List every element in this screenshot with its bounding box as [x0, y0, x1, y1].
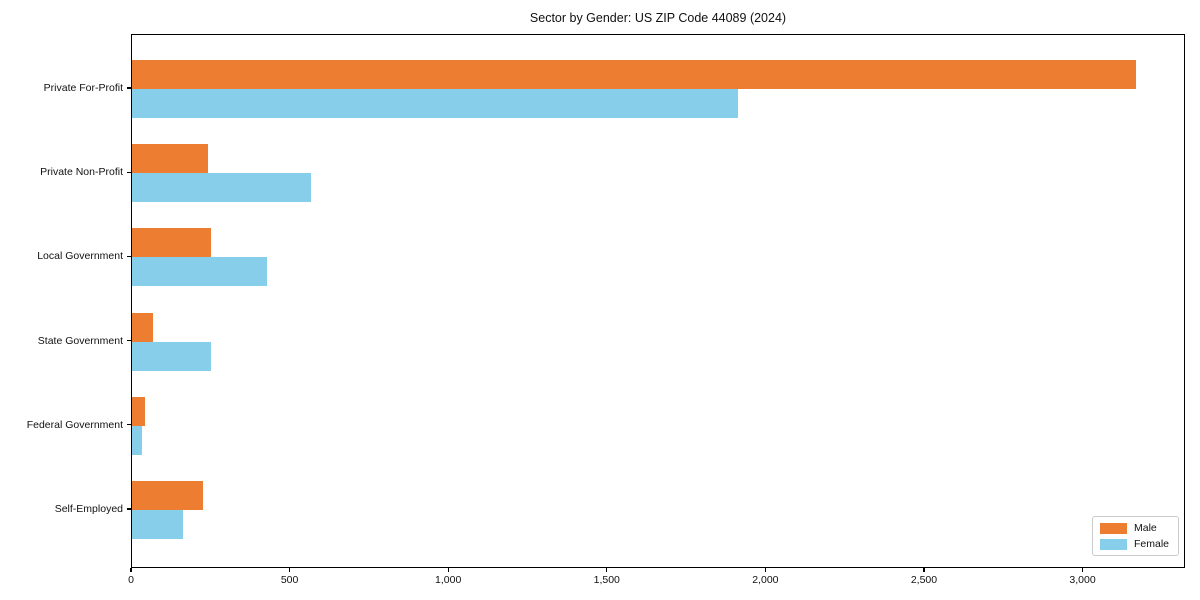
- bar-female-local-government: [132, 257, 267, 287]
- legend: Male Female: [1091, 516, 1179, 556]
- legend-swatch-female: [1099, 538, 1127, 550]
- x-tick-label-1-500: 1,500: [593, 574, 620, 586]
- bar-male-private-for-profit: [132, 60, 1136, 89]
- x-tick-mark: [447, 568, 449, 572]
- bar-female-federal-government: [132, 425, 142, 455]
- y-tick-label-local-government: Local Government: [37, 250, 123, 263]
- y-tick-label-federal-government: Federal Government: [26, 418, 123, 431]
- bar-male-federal-government: [132, 396, 145, 426]
- x-tick-mark: [923, 568, 925, 572]
- y-tick-mark: [127, 508, 131, 510]
- y-tick-mark: [127, 171, 131, 173]
- y-tick-label-self-employed: Self-Employed: [54, 503, 123, 515]
- x-tick-mark: [764, 568, 766, 572]
- y-tick-label-state-government: State Government: [37, 334, 123, 347]
- legend-entry-female: Female: [1099, 538, 1169, 550]
- x-tick-mark: [288, 568, 291, 572]
- legend-label-male: Male: [1133, 522, 1157, 534]
- bar-female-private-non-profit: [132, 173, 312, 203]
- legend-swatch-male: [1099, 522, 1127, 534]
- bar-female-private-for-profit: [132, 89, 738, 118]
- legend-entry-male: Male: [1099, 522, 1169, 534]
- x-tick-label-1-000: 1,000: [435, 574, 462, 586]
- bar-male-state-government: [132, 312, 153, 342]
- bar-female-state-government: [132, 341, 212, 371]
- x-tick-mark: [1081, 568, 1084, 572]
- x-tick-label-500: 500: [280, 574, 299, 586]
- y-tick-mark: [127, 424, 131, 426]
- chart-title: Sector by Gender: US ZIP Code 44089 (202…: [529, 11, 787, 25]
- y-tick-mark: [127, 87, 131, 89]
- x-tick-mark: [130, 568, 132, 572]
- x-tick-label-2-000: 2,000: [752, 574, 779, 586]
- x-tick-label-2-500: 2,500: [910, 574, 938, 586]
- bar-male-private-non-profit: [132, 144, 209, 174]
- plot-area: Male Female: [131, 34, 1185, 568]
- legend-label-female: Female: [1133, 538, 1169, 550]
- y-tick-mark: [127, 255, 131, 257]
- bar-male-self-employed: [132, 481, 204, 510]
- y-tick-label-private-for-profit: Private For-Profit: [43, 82, 123, 94]
- y-tick-mark: [127, 340, 131, 342]
- bar-female-self-employed: [132, 510, 183, 539]
- x-tick-label-0: 0: [128, 574, 134, 586]
- x-tick-label-3-000: 3,000: [1069, 574, 1096, 586]
- y-tick-label-private-non-profit: Private Non-Profit: [40, 166, 123, 179]
- x-tick-mark: [606, 568, 608, 572]
- bar-male-local-government: [132, 228, 212, 258]
